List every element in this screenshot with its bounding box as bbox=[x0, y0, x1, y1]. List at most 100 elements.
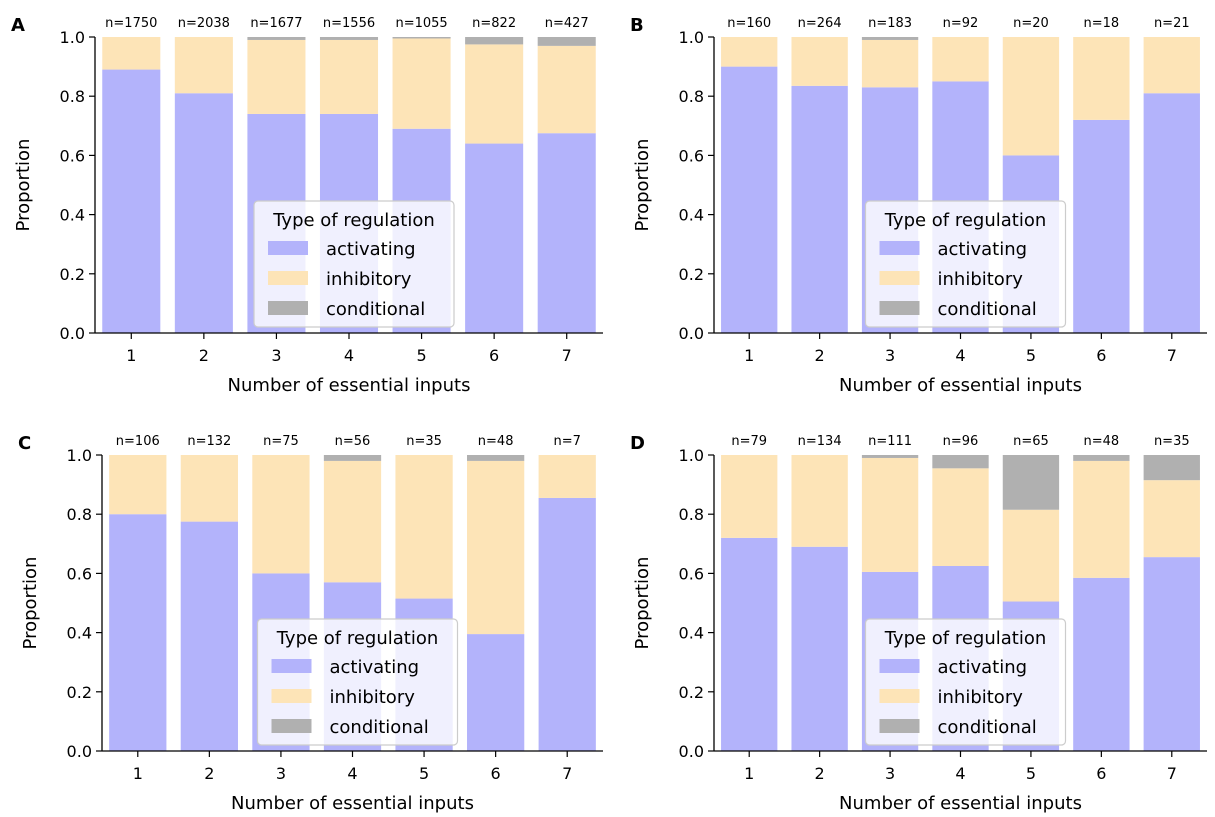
bar-conditional-7 bbox=[537, 37, 596, 46]
bar-activating-2 bbox=[791, 546, 848, 751]
bar-activating-2 bbox=[180, 521, 238, 751]
y-tick-label: 0.2 bbox=[67, 683, 92, 702]
legend-swatch-inhibitory bbox=[271, 689, 312, 703]
legend-label-conditional: conditional bbox=[938, 299, 1037, 320]
bar-conditional-4 bbox=[323, 455, 382, 461]
n-label: n=111 bbox=[868, 434, 912, 449]
x-tick-label: 5 bbox=[1026, 346, 1036, 365]
x-axis-label: Number of essential inputs bbox=[231, 793, 474, 814]
n-label: n=65 bbox=[1013, 434, 1049, 449]
y-tick-label: 0.4 bbox=[679, 624, 704, 643]
bar-inhibitory-7 bbox=[1143, 480, 1200, 558]
n-label: n=183 bbox=[868, 16, 912, 31]
bar-conditional-6 bbox=[467, 455, 525, 461]
bar-conditional-7 bbox=[1143, 455, 1200, 481]
legend: Type of regulation activating inhibitory co… bbox=[864, 618, 1067, 746]
n-label: n=132 bbox=[187, 434, 231, 449]
bar-activating-6 bbox=[1073, 577, 1130, 751]
panel-b: n=160 1 n=264 2 n=183 3 n=92 4 n=20 5 n=18 6 n=21 7 0.… bbox=[630, 15, 1207, 396]
legend-swatch-conditional bbox=[879, 301, 920, 315]
n-label: n=134 bbox=[798, 434, 842, 449]
y-tick-label: 0.6 bbox=[67, 564, 92, 583]
y-tick-label: 1.0 bbox=[60, 28, 85, 47]
x-tick-label: 5 bbox=[1026, 764, 1036, 783]
legend-title: Type of regulation bbox=[884, 628, 1047, 649]
bar-inhibitory-7 bbox=[1143, 37, 1200, 94]
n-label: n=7 bbox=[554, 434, 581, 449]
bar-inhibitory-1 bbox=[109, 455, 167, 515]
x-tick-label: 7 bbox=[1167, 764, 1177, 783]
x-tick-label: 2 bbox=[815, 346, 825, 365]
bar-activating-7 bbox=[1143, 557, 1200, 751]
y-axis-label: Proportion bbox=[632, 139, 653, 232]
legend-swatch-inhibitory bbox=[268, 271, 308, 285]
bar-conditional-5 bbox=[1002, 455, 1060, 510]
n-label: n=35 bbox=[406, 434, 442, 449]
y-axis-label: Proportion bbox=[632, 557, 653, 650]
n-label: n=75 bbox=[263, 434, 299, 449]
bar-inhibitory-7 bbox=[537, 45, 596, 134]
y-axis-label: Proportion bbox=[13, 139, 34, 232]
bar-inhibitory-5 bbox=[1002, 509, 1060, 602]
bar-conditional-3 bbox=[247, 37, 306, 40]
x-tick-label: 2 bbox=[199, 346, 209, 365]
x-tick-label: 4 bbox=[955, 764, 965, 783]
legend-swatch-activating bbox=[268, 241, 308, 255]
x-tick-label: 3 bbox=[885, 346, 895, 365]
bar-activating-7 bbox=[537, 133, 596, 333]
legend-swatch-conditional bbox=[271, 719, 312, 733]
legend: Type of regulation activating inhibitory co… bbox=[253, 200, 455, 328]
bar-inhibitory-3 bbox=[252, 455, 310, 574]
bar-activating-6 bbox=[1073, 119, 1130, 333]
x-tick-label: 2 bbox=[204, 764, 214, 783]
bar-inhibitory-2 bbox=[791, 455, 848, 547]
bar-conditional-4 bbox=[932, 455, 989, 469]
legend-swatch-conditional bbox=[268, 301, 308, 315]
bar-conditional-6 bbox=[1073, 455, 1130, 461]
x-axis-label: Number of essential inputs bbox=[228, 375, 471, 396]
bar-inhibitory-6 bbox=[1073, 460, 1130, 578]
x-tick-label: 2 bbox=[815, 764, 825, 783]
n-label: n=427 bbox=[545, 16, 589, 31]
x-tick-label: 1 bbox=[744, 346, 754, 365]
y-tick-label: 0.2 bbox=[60, 265, 85, 284]
n-label: n=2038 bbox=[178, 16, 230, 31]
bar-inhibitory-3 bbox=[247, 39, 306, 114]
y-tick-label: 0.4 bbox=[60, 206, 85, 225]
legend-label-inhibitory: inhibitory bbox=[330, 687, 416, 708]
bar-inhibitory-5 bbox=[395, 455, 453, 599]
x-tick-label: 3 bbox=[276, 764, 286, 783]
n-label: n=18 bbox=[1084, 16, 1120, 31]
n-label: n=92 bbox=[943, 16, 979, 31]
x-tick-label: 6 bbox=[1096, 346, 1106, 365]
legend-label-conditional: conditional bbox=[938, 717, 1037, 738]
n-label: n=1556 bbox=[323, 16, 375, 31]
bar-inhibitory-2 bbox=[174, 37, 233, 94]
legend-label-activating: activating bbox=[938, 239, 1028, 260]
bar-inhibitory-4 bbox=[323, 460, 382, 583]
n-label: n=79 bbox=[731, 434, 767, 449]
bar-inhibitory-6 bbox=[467, 460, 525, 635]
bar-conditional-3 bbox=[861, 455, 919, 458]
bar-activating-1 bbox=[721, 537, 778, 751]
y-tick-label: 0.8 bbox=[60, 87, 85, 106]
x-tick-label: 7 bbox=[562, 346, 572, 365]
bar-inhibitory-4 bbox=[932, 37, 989, 82]
bar-activating-7 bbox=[1143, 93, 1200, 334]
legend-swatch-inhibitory bbox=[879, 689, 920, 703]
y-tick-label: 0.2 bbox=[679, 683, 704, 702]
y-tick-label: 0.0 bbox=[60, 324, 85, 343]
y-tick-label: 1.0 bbox=[67, 446, 92, 465]
y-tick-label: 0.4 bbox=[679, 206, 704, 225]
legend-title: Type of regulation bbox=[884, 210, 1047, 231]
legend-label-conditional: conditional bbox=[326, 299, 425, 320]
y-tick-label: 0.6 bbox=[679, 146, 704, 165]
bar-inhibitory-5 bbox=[392, 38, 451, 129]
bar-inhibitory-6 bbox=[1073, 37, 1130, 120]
y-tick-label: 1.0 bbox=[679, 446, 704, 465]
n-label: n=1750 bbox=[105, 16, 157, 31]
legend-title: Type of regulation bbox=[272, 210, 435, 231]
legend-title: Type of regulation bbox=[276, 628, 439, 649]
x-tick-label: 5 bbox=[416, 346, 426, 365]
